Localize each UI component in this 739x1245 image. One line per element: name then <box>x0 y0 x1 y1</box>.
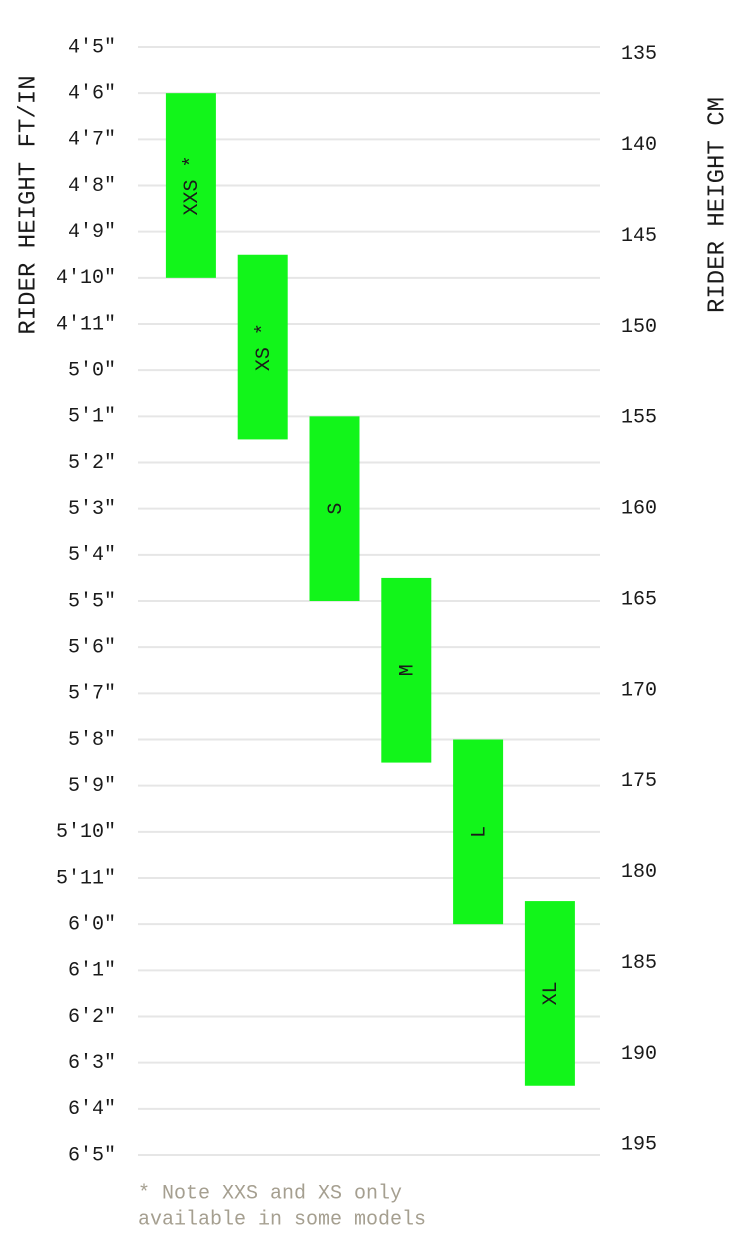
y2-tick-label: 175 <box>621 770 657 793</box>
bar-label: L <box>468 826 491 838</box>
y2-tick-label: 145 <box>621 225 657 248</box>
bar-label: XL <box>540 981 563 1005</box>
y2-tick-label: 195 <box>621 1134 657 1157</box>
y2-tick-label: 180 <box>621 861 657 884</box>
y-tick-label: 5'4" <box>68 544 116 567</box>
y-tick-label: 5'11" <box>56 867 116 890</box>
y-tick-label: 6'5" <box>68 1144 116 1167</box>
y-tick-label: 5'5" <box>68 590 116 613</box>
y-tick-label: 4'7" <box>68 129 116 152</box>
y-tick-label: 5'2" <box>68 452 116 475</box>
footnote: * Note XXS and XS only <box>138 1182 402 1205</box>
bar-label: M <box>397 664 420 676</box>
bar <box>524 901 575 1086</box>
y2-tick-label: 150 <box>621 316 657 339</box>
y-tick-label: 6'2" <box>68 1006 116 1029</box>
y2-tick-label: 190 <box>621 1043 657 1066</box>
y-axis-title: RIDER HEIGHT FT/IN <box>15 75 42 334</box>
y-tick-label: 4'10" <box>56 267 116 290</box>
bar <box>453 739 504 925</box>
bar-label: XS * <box>253 323 276 371</box>
y-tick-label: 6'1" <box>68 960 116 983</box>
y-tick-label: 5'0" <box>68 359 116 382</box>
bar-label: S <box>325 503 348 515</box>
y-tick-label: 6'4" <box>68 1098 116 1121</box>
y2-tick-label: 170 <box>621 679 657 702</box>
y2-axis-title: RIDER HEIGHT CM <box>704 97 731 313</box>
y-tick-label: 4'9" <box>68 221 116 244</box>
y-tick-label: 4'5" <box>68 36 116 59</box>
y2-tick-label: 155 <box>621 407 657 430</box>
bar <box>381 577 432 763</box>
bar <box>309 416 360 601</box>
footnote: available in some models <box>138 1208 426 1231</box>
y-tick-label: 5'1" <box>68 406 116 429</box>
y-tick-label: 4'11" <box>56 313 116 336</box>
bar <box>237 254 288 440</box>
y-tick-label: 6'0" <box>68 913 116 936</box>
y2-tick-label: 185 <box>621 952 657 975</box>
y-tick-label: 6'3" <box>68 1052 116 1075</box>
bar-label: XXS * <box>181 155 204 215</box>
y-tick-label: 4'8" <box>68 175 116 198</box>
y-tick-label: 4'6" <box>68 82 116 105</box>
y2-tick-label: 160 <box>621 498 657 521</box>
y-tick-label: 5'6" <box>68 636 116 659</box>
y-tick-label: 5'10" <box>56 821 116 844</box>
y2-tick-label: 165 <box>621 588 657 611</box>
y-tick-label: 5'9" <box>68 775 116 798</box>
y2-tick-label: 135 <box>621 43 657 66</box>
y2-tick-label: 140 <box>621 134 657 157</box>
y-tick-label: 5'8" <box>68 729 116 752</box>
y-tick-label: 5'3" <box>68 498 116 521</box>
bar <box>165 93 216 278</box>
y-tick-label: 5'7" <box>68 683 116 706</box>
